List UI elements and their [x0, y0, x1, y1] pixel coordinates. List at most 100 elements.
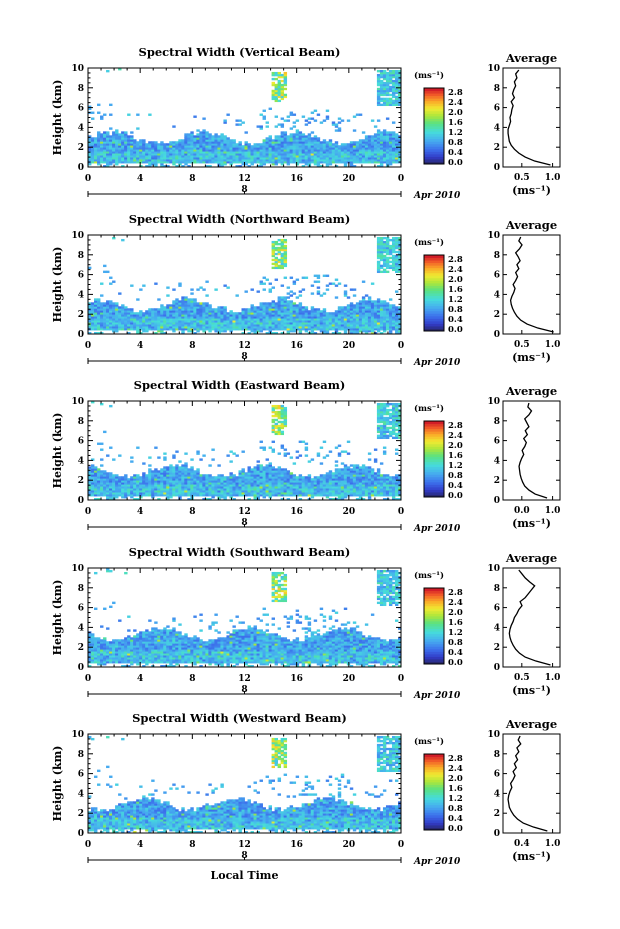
heatmap-cell — [382, 153, 387, 156]
heatmap-cell — [244, 490, 248, 493]
heatmap-cell — [271, 252, 275, 256]
heatmap-cell — [286, 143, 291, 146]
heatmap-cell — [253, 468, 257, 471]
colorbar-tick-label: 1.6 — [448, 118, 463, 128]
heatmap-cell — [235, 151, 239, 154]
heatmap-cell — [124, 322, 128, 325]
heatmap-cell — [394, 99, 399, 103]
heatmap-cell — [391, 141, 396, 144]
heatmap-cell — [250, 468, 254, 471]
heatmap-cell — [208, 322, 212, 325]
heatmap-cell — [322, 490, 327, 493]
heatmap-cell — [331, 322, 336, 325]
heatmap-cell — [277, 238, 282, 242]
heatmap-cell — [304, 330, 309, 333]
heatmap-cell — [160, 486, 164, 489]
heatmap-cell — [307, 117, 312, 120]
heatmap-cell — [256, 494, 260, 497]
heatmap-cell — [265, 316, 269, 319]
heatmap-cell — [172, 125, 176, 128]
heatmap-cell — [283, 276, 288, 279]
heatmap-cell — [115, 149, 119, 152]
heatmap-cell — [124, 153, 128, 156]
heatmap-cell — [280, 468, 285, 471]
heatmap-cell — [262, 310, 266, 313]
heatmap-cell — [148, 492, 152, 495]
heatmap-cell — [226, 318, 230, 321]
heatmap-cell — [265, 474, 269, 477]
heatmap-cell — [181, 328, 185, 331]
heatmap-cell — [217, 490, 221, 493]
heatmap-cell — [349, 147, 354, 150]
heatmap-cell — [340, 159, 345, 162]
heatmap-cell — [160, 145, 164, 148]
heatmap-cell — [178, 492, 182, 495]
heatmap-cell — [376, 95, 381, 99]
heatmap-cell — [322, 328, 327, 331]
heatmap-cell — [121, 318, 125, 321]
heatmap-cell — [121, 304, 125, 307]
heatmap-cell — [142, 316, 146, 319]
heatmap-cell — [175, 302, 179, 305]
heatmap-cell — [103, 153, 107, 156]
heatmap-cell — [316, 320, 321, 323]
heatmap-cell — [328, 141, 333, 144]
heatmap-cell — [271, 262, 275, 266]
heatmap-cell — [232, 316, 236, 319]
heatmap-cell — [169, 326, 173, 329]
heatmap-cell — [352, 328, 357, 331]
heatmap-cell — [217, 147, 221, 150]
heatmap-cell — [358, 322, 363, 325]
heatmap-cell — [205, 498, 209, 500]
heatmap-cell — [223, 159, 227, 162]
heatmap-cell — [385, 97, 390, 101]
heatmap-cell — [280, 488, 285, 491]
heatmap-cell — [142, 284, 146, 287]
heatmap-cell — [271, 244, 275, 248]
heatmap-cell — [313, 324, 318, 327]
heatmap-cell — [292, 125, 297, 128]
heatmap-cell — [277, 326, 282, 329]
heatmap-cell — [388, 314, 393, 317]
heatmap-cell — [370, 141, 375, 144]
heatmap-cell — [205, 151, 209, 154]
heatmap-cell — [274, 153, 279, 156]
heatmap-cell — [397, 97, 401, 101]
heatmap-cell — [217, 476, 221, 479]
heatmap-cell — [109, 480, 113, 483]
heatmap-cell — [205, 155, 209, 158]
heatmap-cell — [373, 155, 378, 158]
heatmap-cell — [232, 486, 236, 489]
heatmap-cell — [316, 486, 321, 489]
heatmap-cell — [382, 151, 387, 154]
heatmap-cell — [274, 115, 279, 118]
heatmap-cell — [151, 318, 155, 321]
heatmap-cell — [391, 248, 396, 252]
heatmap-cell — [358, 145, 363, 148]
heatmap-cell — [115, 494, 119, 497]
heatmap-cell — [283, 408, 288, 412]
heatmap-cell — [181, 149, 185, 152]
heatmap-cell — [220, 322, 224, 325]
heatmap-cell — [169, 308, 173, 311]
heatmap-cell — [337, 314, 342, 317]
heatmap-cell — [394, 85, 399, 89]
y-tick-label: 2 — [78, 310, 84, 320]
heatmap-cell — [283, 422, 288, 426]
heatmap-cell — [157, 492, 161, 495]
heatmap-cell — [394, 75, 399, 79]
heatmap-cell — [151, 149, 155, 152]
heatmap-cell — [277, 91, 282, 95]
heatmap-cell — [280, 296, 285, 299]
heatmap-cell — [121, 322, 125, 325]
heatmap-cell — [124, 326, 128, 329]
heatmap-cell — [376, 248, 381, 252]
heatmap-cell — [280, 252, 285, 256]
heatmap-cell — [130, 131, 134, 134]
heatmap-cell — [124, 484, 128, 487]
heatmap-cell — [274, 278, 279, 281]
heatmap-cell — [205, 304, 209, 307]
heatmap-cell — [301, 133, 306, 136]
heatmap-cell — [310, 486, 315, 489]
heatmap-cell — [259, 155, 263, 158]
